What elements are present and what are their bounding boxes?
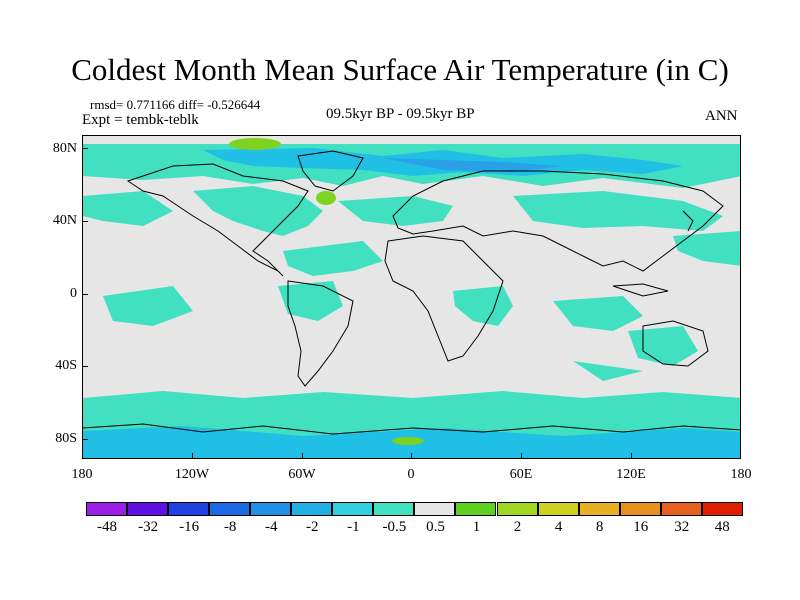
- colorbar-label: 32: [674, 519, 690, 535]
- colorbar-label: -0.5: [382, 519, 407, 535]
- colorbar-label: -4: [265, 519, 278, 535]
- lat-tick: [82, 366, 88, 367]
- australia-coast: [642, 320, 709, 367]
- eurasia-coast: [392, 170, 724, 272]
- lat-tick: [82, 148, 88, 149]
- stats-text: rmsd= 0.771166 diff= -0.526644: [90, 97, 261, 112]
- colorbar-box: [209, 502, 251, 516]
- colorbar-label: 48: [714, 519, 730, 535]
- lat-label-40n: 40N: [52, 213, 77, 228]
- lon-label-60w: 60W: [288, 467, 316, 482]
- sa-anomaly-region: [278, 281, 343, 321]
- colorbar-box: [660, 502, 702, 516]
- antarctica-coast: [83, 423, 740, 435]
- lon-tick: [411, 453, 412, 459]
- colorbar-label: 8: [595, 519, 604, 535]
- lon-label-0: 0: [407, 467, 415, 482]
- greenland-warming-patch: [229, 138, 281, 150]
- lon-label-180w: 180: [71, 467, 93, 482]
- colorbar-box: [250, 502, 292, 516]
- colorbar-label: 2: [513, 519, 522, 535]
- anomaly-fields: [83, 138, 740, 458]
- colorbar-box: [537, 502, 579, 516]
- colorbar-box: [701, 502, 743, 516]
- map-subtitle: 09.5kyr BP - 09.5kyr BP: [326, 106, 475, 122]
- colorbar-label: -48: [97, 519, 118, 535]
- colorbar-label: 4: [554, 519, 563, 535]
- arctic-strongest-region: [383, 158, 563, 172]
- colorbar-label: 16: [633, 519, 649, 535]
- africa-coast: [384, 235, 504, 362]
- colorbar-label: -16: [179, 519, 200, 535]
- colorbar-box: [332, 502, 374, 516]
- map-panel: [82, 135, 741, 459]
- colorbar-box: [578, 502, 620, 516]
- colorbar-label: -1: [347, 519, 360, 535]
- map-plot: [83, 136, 740, 458]
- coastlines: [83, 150, 740, 435]
- lat-tick: [82, 294, 88, 295]
- lon-label-180e: 180: [730, 467, 752, 482]
- tropical-anomaly-region: [283, 241, 383, 276]
- lat-label-80s: 80S: [55, 431, 77, 446]
- atlantic-warming-patch: [316, 191, 336, 205]
- lon-label-120w: 120W: [174, 467, 210, 482]
- na-anomaly-region: [193, 186, 323, 236]
- indian-anomaly-region: [553, 296, 643, 331]
- lon-tick: [192, 453, 193, 459]
- colorbar-box: [86, 502, 128, 516]
- season-label: ANN: [705, 108, 738, 124]
- greenland-coast: [297, 150, 364, 192]
- colorbar-label: -8: [223, 519, 237, 535]
- lon-tick: [521, 453, 522, 459]
- south-america-coast: [287, 280, 354, 387]
- australia-anomaly-region: [628, 326, 698, 366]
- lon-label-60e: 60E: [509, 467, 533, 482]
- lon-label-120e: 120E: [616, 467, 646, 482]
- japan-coast: [682, 210, 694, 232]
- colorbar-box: [496, 502, 538, 516]
- pacific-south-region: [103, 286, 193, 326]
- experiment-label: Expt = tembk-teblk: [82, 112, 199, 128]
- lon-tick: [631, 453, 632, 459]
- lat-label-0: 0: [70, 286, 77, 301]
- atlantic-anomaly-region: [338, 196, 453, 226]
- indonesia-coast: [612, 283, 669, 297]
- lon-tick: [302, 453, 303, 459]
- map-title: Coldest Month Mean Surface Air Temperatu…: [71, 52, 729, 87]
- colorbar-label: 0.5: [426, 519, 445, 535]
- colorbar-label: 1: [472, 519, 481, 535]
- lat-label-40s: 40S: [55, 358, 77, 373]
- north-america-coast: [126, 163, 309, 277]
- pacific-anomaly-region-2: [673, 231, 740, 266]
- colorbar-box: [455, 502, 497, 516]
- southern-mid-region: [573, 361, 643, 381]
- lat-tick: [82, 221, 88, 222]
- colorbar-box: [619, 502, 661, 516]
- colorbar-box: [291, 502, 333, 516]
- colorbar-box: [168, 502, 210, 516]
- colorbar-box: [127, 502, 169, 516]
- colorbar-label: -2: [306, 519, 319, 535]
- colorbar-box: [414, 502, 456, 516]
- lat-label-80n: 80N: [52, 141, 77, 156]
- colorbar-box: [373, 502, 415, 516]
- eurasia-anomaly-region: [513, 191, 723, 231]
- lat-tick: [82, 439, 88, 440]
- antarctic-warming-patch: [392, 437, 424, 445]
- pacific-anomaly-region: [83, 191, 173, 226]
- colorbar-label: -32: [138, 519, 159, 535]
